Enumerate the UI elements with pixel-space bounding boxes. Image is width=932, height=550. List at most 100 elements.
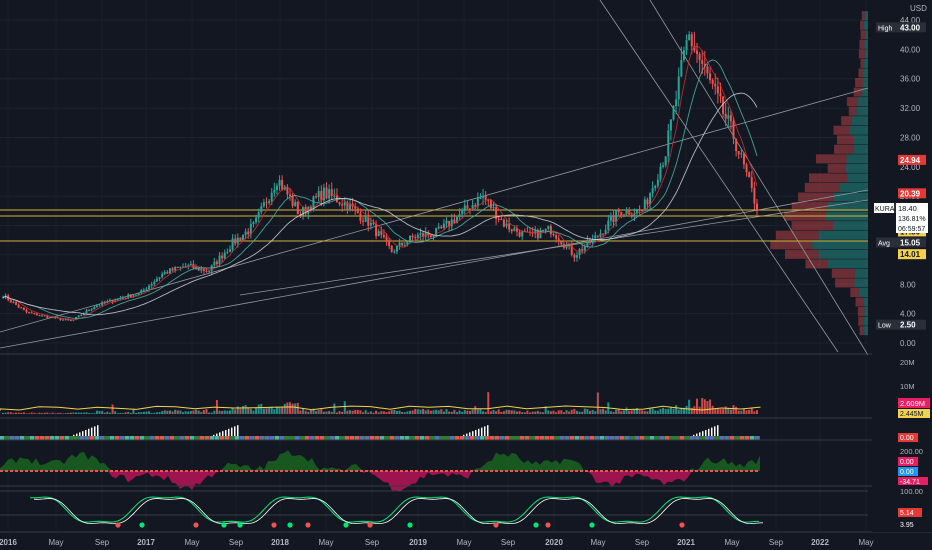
profile-bar-down	[805, 259, 828, 269]
volume-ma-box	[898, 409, 930, 418]
stoch-signal-dot	[193, 522, 199, 528]
volume-bar	[247, 408, 250, 414]
candle-body	[135, 294, 138, 296]
candle-body	[369, 222, 372, 226]
indicator-cell	[435, 436, 439, 440]
candle-body	[411, 235, 414, 238]
candle-body	[41, 315, 44, 317]
volume-bar	[442, 411, 445, 414]
volume-bar	[466, 410, 469, 414]
volume-bar	[95, 410, 98, 414]
stoch-signal-dot	[237, 522, 243, 528]
volume-bar	[362, 412, 365, 414]
candle-body	[257, 212, 260, 218]
indicator-cell	[375, 436, 379, 440]
indicator-cell	[15, 436, 19, 440]
indicator-cell	[715, 436, 719, 440]
indicator-cell	[745, 436, 749, 440]
volume-bar	[244, 405, 247, 414]
indicator-cell	[560, 436, 564, 440]
candle-body	[680, 59, 683, 77]
indicator-cell	[20, 436, 24, 440]
candle-body	[223, 252, 226, 259]
price-tick-label: 28.00	[900, 133, 921, 142]
profile-bar-up	[827, 202, 868, 212]
volume-bar	[28, 413, 31, 414]
price-tick-label: 32.00	[900, 104, 921, 113]
candle-body	[492, 206, 495, 209]
candle-body	[150, 284, 153, 286]
candle-body	[393, 251, 396, 253]
volume-bar	[453, 409, 456, 414]
volume-bar	[727, 407, 730, 414]
volume-bar	[706, 401, 709, 414]
candle-body	[375, 224, 378, 237]
indicator-cell	[145, 436, 149, 440]
volume-bar	[505, 409, 508, 414]
volume-bar	[526, 410, 529, 414]
volume-bar	[568, 411, 571, 414]
volume-bar	[414, 408, 417, 414]
candle-body	[15, 302, 18, 305]
indicator-cell	[575, 436, 579, 440]
candle-body	[320, 190, 323, 201]
indicator-cell	[530, 436, 534, 440]
volume-marker-box	[898, 398, 930, 408]
volume-bar	[497, 409, 500, 414]
volume-bar	[753, 411, 756, 414]
volume-bar	[542, 412, 545, 414]
indicator-cell	[400, 436, 404, 440]
candle-body	[479, 197, 482, 199]
moving-average-line	[2, 92, 758, 316]
indicator-cell	[410, 436, 414, 440]
candle-body	[388, 240, 391, 247]
oscillator-positive-area	[0, 450, 760, 471]
candle-body	[380, 231, 383, 235]
indicator-tick	[82, 431, 84, 436]
candle-body	[228, 249, 231, 252]
profile-bar-up	[856, 106, 868, 116]
volume-bar	[35, 413, 38, 414]
indicator-cell	[630, 436, 634, 440]
candle-body	[179, 266, 182, 268]
time-tick-label: Sep	[635, 538, 650, 547]
candle-body	[236, 237, 239, 244]
volume-bar	[690, 407, 693, 414]
indicator-cell	[45, 436, 49, 440]
candle-body	[646, 199, 649, 205]
currency-label: USD	[910, 4, 927, 13]
price-axis[interactable]: 44.0040.0036.0032.0028.0024.0020.0016.00…	[872, 0, 932, 532]
volume-bar	[620, 411, 623, 414]
volume-bar	[461, 411, 464, 414]
candle-body	[255, 217, 258, 223]
volume-bar	[163, 410, 166, 414]
volume-bar	[155, 412, 158, 414]
moving-average-line	[2, 59, 758, 319]
candle-body	[565, 245, 568, 248]
candle-body	[703, 63, 706, 67]
volume-bar	[304, 410, 307, 414]
ind2-marker-box	[898, 477, 928, 485]
time-tick-label: 2016	[0, 538, 17, 547]
volume-bar	[380, 411, 383, 414]
candle-body	[649, 193, 652, 205]
profile-bar-down	[859, 39, 865, 49]
profile-bar-up	[862, 87, 868, 97]
volume-bar	[129, 412, 132, 414]
candle-body	[711, 80, 714, 84]
volume-bar	[677, 409, 680, 414]
candle-body	[98, 305, 101, 307]
time-tick-label: May	[724, 538, 739, 547]
volume-bar	[346, 410, 349, 414]
candle-body	[346, 202, 349, 211]
volume-bar	[210, 412, 213, 414]
indicator-tick	[216, 433, 218, 436]
volume-bar	[625, 407, 628, 414]
candle-body	[317, 190, 320, 198]
indicator-cell	[425, 436, 429, 440]
volume-bar	[249, 408, 252, 414]
time-axis[interactable]: 2016 May Sep 2017 May Sep 2018 May Sep 2019 May Sep…	[0, 533, 932, 550]
candle-body	[722, 96, 725, 114]
volume-bar	[445, 409, 448, 414]
